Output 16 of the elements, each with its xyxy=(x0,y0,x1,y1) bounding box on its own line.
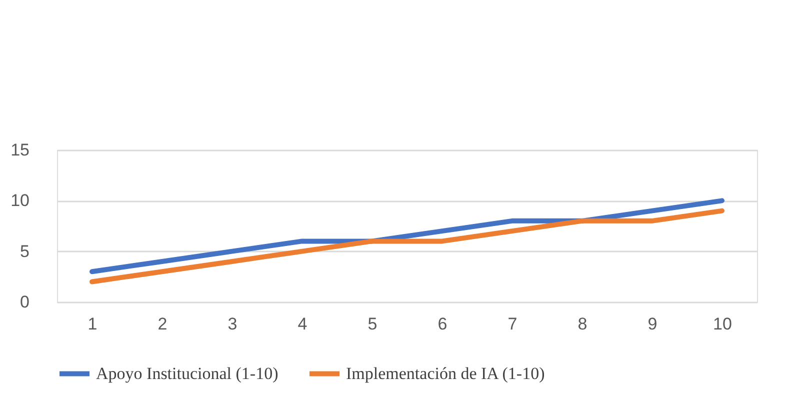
x-tick-label: 1 xyxy=(88,314,98,334)
y-tick-label: 15 xyxy=(10,140,30,160)
x-tick-label: 2 xyxy=(158,314,168,334)
legend-label: Implementación de IA (1-10) xyxy=(346,364,545,383)
y-tick-label: 0 xyxy=(20,292,30,312)
legend-label: Apoyo Institucional (1-10) xyxy=(96,364,278,383)
x-tick-label: 7 xyxy=(508,314,518,334)
x-tick-label: 5 xyxy=(368,314,378,334)
x-tick-label: 9 xyxy=(648,314,658,334)
x-tick-label: 6 xyxy=(438,314,448,334)
y-tick-label: 5 xyxy=(20,242,30,261)
x-tick-label: 4 xyxy=(298,314,308,334)
x-tick-label: 10 xyxy=(713,314,732,334)
x-tick-label: 8 xyxy=(578,314,588,334)
y-tick-label: 10 xyxy=(10,191,30,210)
x-tick-label: 3 xyxy=(228,314,238,334)
